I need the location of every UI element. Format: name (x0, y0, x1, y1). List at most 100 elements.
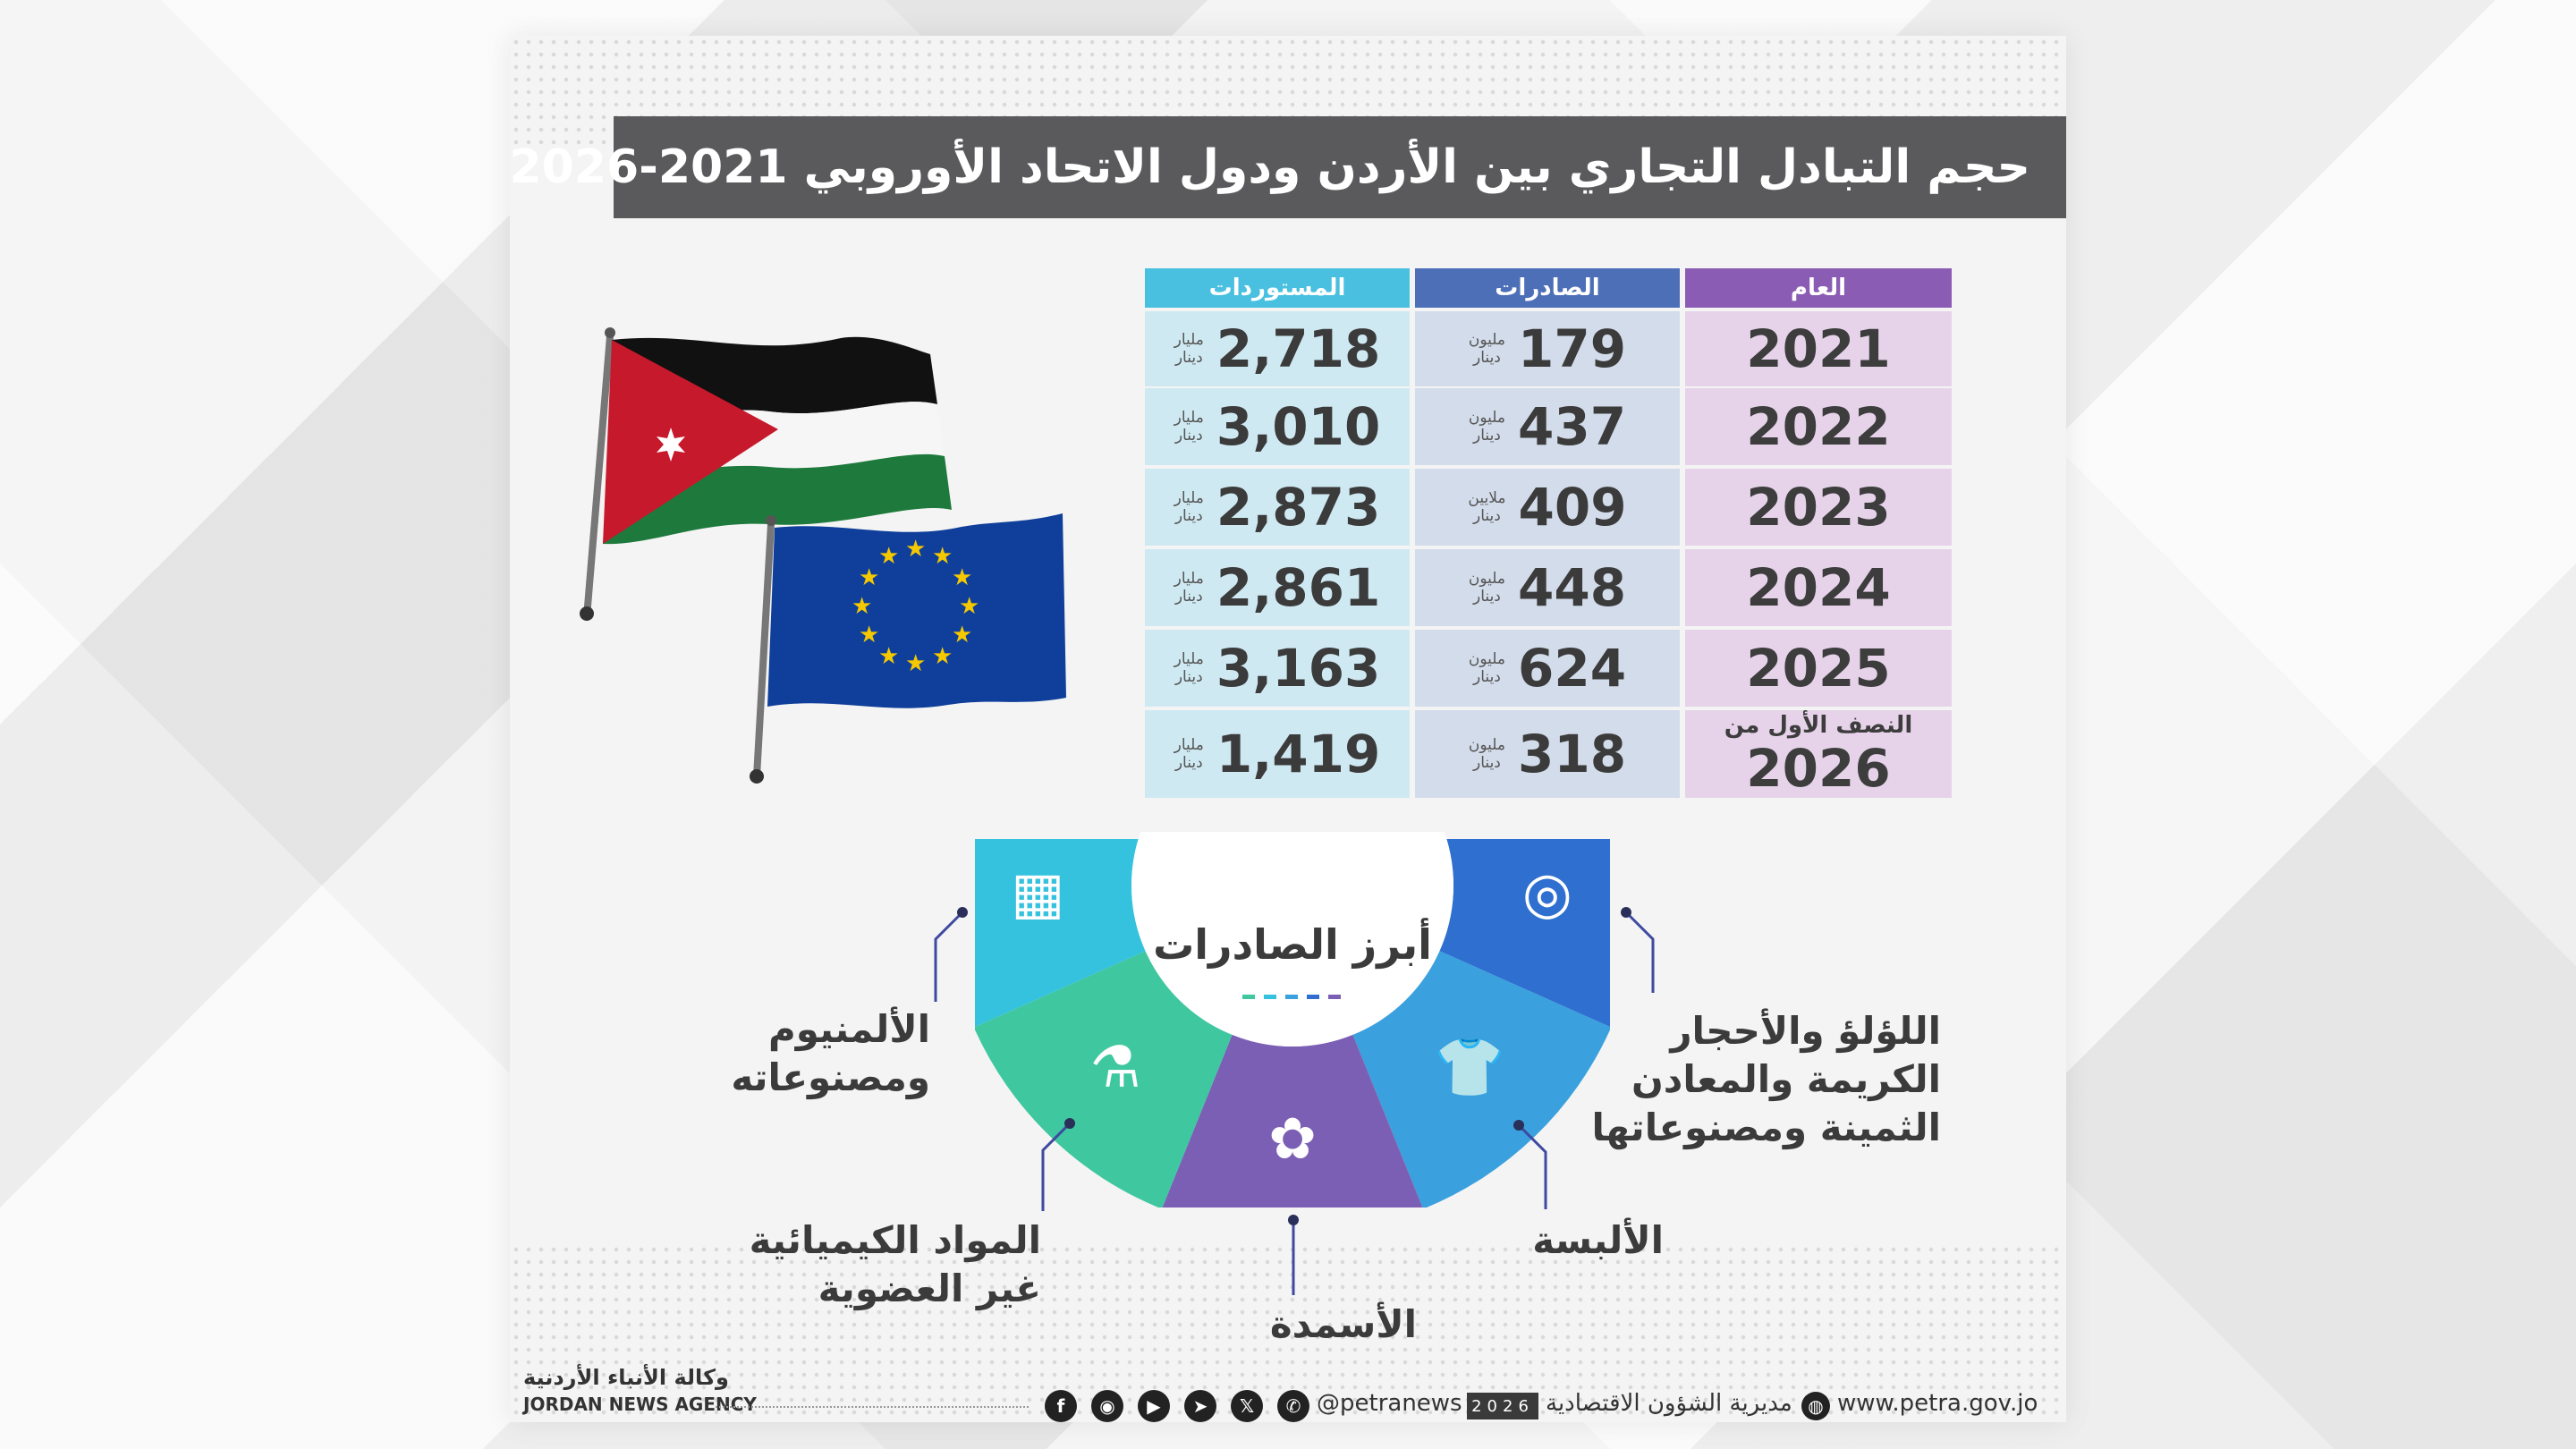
imports-unit-line: دينار (1174, 427, 1203, 445)
table-cell-exports: مليون دينار 624 (1415, 630, 1680, 707)
svg-text:★: ★ (932, 643, 953, 670)
year-value: 2024 (1746, 557, 1891, 618)
eu-flag-icon: ★ ★★ ★★★ ★★★ ★★★ (767, 513, 1066, 708)
table-cell-imports: مليار دينار 3,010 (1145, 388, 1410, 465)
exports-unit-line: دينار (1473, 349, 1501, 367)
exports-unit-line: دينار (1473, 427, 1501, 445)
header-year-label: العام (1790, 275, 1847, 301)
exports-unit-line: مليون (1468, 736, 1506, 754)
footer-agency-ar: وكالة الأنباء الأردنية (523, 1365, 729, 1390)
imports-unit: مليار دينار (1174, 736, 1204, 772)
year-value: 2023 (1746, 477, 1891, 538)
exports-unit-line: دينار (1473, 668, 1501, 686)
svg-text:★: ★ (878, 543, 899, 570)
imports-unit: مليار دينار (1174, 650, 1204, 686)
export-label-line: ومصنوعاته (731, 1055, 930, 1099)
heading-dash (1307, 995, 1319, 999)
wheel-segment (1162, 1034, 1423, 1208)
necklace-icon: ◎ (1522, 860, 1572, 927)
imports-unit-line: دينار (1174, 588, 1203, 606)
exports-unit-line: مليون (1468, 331, 1506, 349)
telegram-icon[interactable]: ➤ (1184, 1390, 1216, 1422)
svg-text:★: ★ (859, 564, 879, 591)
svg-text:★: ★ (952, 622, 972, 648)
exports-unit: مليون دينار (1469, 570, 1505, 606)
header-imports: المستوردات (1145, 268, 1410, 308)
year-value: 2026 (1746, 738, 1891, 799)
title-bar: حجم التبادل التجاري بين الأردن ودول الات… (510, 116, 2066, 218)
wheel-center (1131, 832, 1453, 1046)
imports-unit-line: مليار (1174, 409, 1204, 427)
footer-website[interactable]: www.petra.gov.jo (1837, 1390, 2038, 1417)
heading-dash (1285, 995, 1298, 999)
globe-icon: ◍ (1801, 1392, 1830, 1420)
flask-icon: ⚗ (1089, 1035, 1140, 1101)
imports-unit-line: دينار (1174, 349, 1203, 367)
table-cell-exports: مليون دينار 448 (1415, 549, 1680, 626)
export-label: الألبسة (1532, 1216, 1664, 1265)
table-cell-imports: مليار دينار 2,873 (1145, 469, 1410, 546)
year-value: 2022 (1746, 396, 1891, 457)
exports-unit-line: مليون (1468, 409, 1506, 427)
table-cell-year: 2025 (1685, 630, 1952, 707)
imports-unit-line: دينار (1174, 668, 1203, 686)
header-imports-label: المستوردات (1208, 275, 1346, 301)
export-label: المواد الكيميائية غير العضوية (750, 1216, 1041, 1313)
tshirt-icon: 👕 (1434, 1035, 1505, 1101)
export-label-line: الأسمدة (1269, 1302, 1417, 1346)
exports-value: 437 (1518, 396, 1627, 457)
export-label-line: المواد الكيميائية (749, 1218, 1041, 1262)
svg-text:★: ★ (905, 536, 926, 563)
imports-unit: مليار دينار (1174, 409, 1204, 445)
heading-dash (1328, 995, 1341, 999)
heading-dash (1264, 995, 1276, 999)
imports-value: 3,010 (1216, 396, 1381, 457)
exports-value: 409 (1518, 477, 1627, 538)
svg-text:★: ★ (959, 593, 979, 620)
fertilizer-bag-icon: ✿ (1268, 1106, 1317, 1173)
imports-unit-line: مليار (1174, 489, 1204, 507)
export-label-line: الألمنيوم (767, 1007, 930, 1051)
exports-value: 624 (1518, 638, 1627, 699)
exports-unit-line: ملايين (1468, 489, 1506, 507)
header-year: العام (1685, 268, 1952, 308)
youtube-icon[interactable]: ▶ (1138, 1390, 1170, 1422)
table-cell-imports: مليار دينار 1,419 (1145, 710, 1410, 798)
instagram-icon[interactable]: ◉ (1091, 1390, 1123, 1422)
svg-text:★: ★ (878, 643, 899, 670)
imports-unit-line: دينار (1174, 507, 1203, 525)
imports-unit-line: مليار (1174, 650, 1204, 668)
imports-unit: مليار دينار (1174, 489, 1204, 525)
exports-unit-line: دينار (1473, 507, 1501, 525)
imports-unit-line: مليار (1174, 331, 1204, 349)
table-cell-exports: مليون دينار 437 (1415, 388, 1680, 465)
table-cell-year: 2022 (1685, 388, 1952, 465)
export-label-line: الكريمة والمعادن (1631, 1057, 1941, 1101)
footer-department: مديرية الشؤون الاقتصادية (1546, 1390, 1792, 1417)
svg-text:★: ★ (852, 593, 872, 620)
svg-text:★: ★ (952, 564, 972, 591)
imports-value: 2,861 (1216, 557, 1381, 618)
wheel-segment (1352, 951, 1610, 1208)
table-cell-year: 2024 (1685, 549, 1952, 626)
whatsapp-icon[interactable]: ✆ (1277, 1390, 1309, 1422)
imports-unit: مليار دينار (1174, 570, 1204, 606)
x-icon[interactable]: 𝕏 (1231, 1390, 1263, 1422)
imports-unit-line: دينار (1174, 754, 1203, 772)
facebook-icon[interactable]: f (1045, 1390, 1077, 1422)
imports-unit: مليار دينار (1174, 331, 1204, 367)
header-exports-label: الصادرات (1495, 275, 1600, 301)
year-value: 2021 (1746, 318, 1891, 379)
imports-unit-line: مليار (1174, 570, 1204, 588)
wheel-segment (1439, 832, 1610, 1028)
heading-dash (1242, 995, 1255, 999)
exports-unit-line: مليون (1468, 650, 1506, 668)
aluminium-bars-icon: ▦ (1011, 860, 1064, 927)
footer-year-badge-text: 2026 (1471, 1396, 1534, 1416)
exports-unit-line: مليون (1468, 570, 1506, 588)
exports-unit: مليون دينار (1469, 331, 1505, 367)
footer-handle[interactable]: @petranews (1317, 1390, 1462, 1417)
table-cell-imports: مليار دينار 2,718 (1145, 311, 1410, 386)
imports-value: 1,419 (1216, 724, 1381, 784)
export-label-line: اللؤلؤ والأحجار (1670, 1009, 1941, 1053)
